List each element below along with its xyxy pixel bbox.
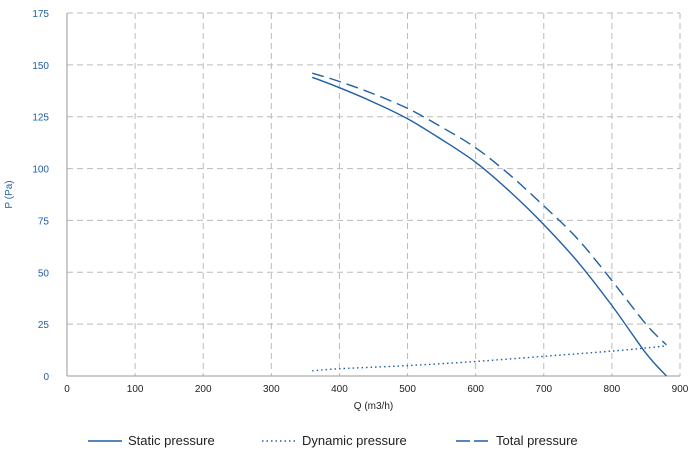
- y-tick-label: 175: [32, 9, 49, 20]
- x-tick-label: 800: [604, 384, 621, 395]
- x-tick-label: 900: [672, 384, 689, 395]
- grid: [67, 12, 681, 376]
- y-tick-label: 0: [43, 372, 49, 383]
- x-tick-label: 700: [535, 384, 552, 395]
- x-tick-label: 100: [127, 384, 144, 395]
- legend: Static pressure Dynamic pressure Total pre…: [88, 433, 578, 448]
- y-axis-title: P (Pa): [4, 180, 15, 208]
- x-tick-label: 0: [64, 384, 70, 395]
- dynamic-pressure-line: [312, 345, 667, 372]
- y-tick-label: 100: [32, 165, 49, 176]
- x-tick-label: 500: [399, 384, 416, 395]
- x-tick-label: 600: [467, 384, 484, 395]
- x-tick-label: 200: [195, 384, 212, 395]
- x-axis-title: Q (m3/h): [354, 401, 393, 412]
- y-tick-label: 125: [32, 113, 49, 124]
- legend-label-total-pressure: Total pressure: [496, 433, 578, 448]
- y-tick-label: 25: [38, 320, 50, 331]
- y-tick-label: 75: [38, 216, 50, 227]
- static-pressure-line: [311, 76, 667, 377]
- y-tick-label: 150: [32, 61, 49, 72]
- legend-label-static-pressure: Static pressure: [128, 433, 215, 448]
- series: [311, 72, 667, 377]
- total-pressure-line: [312, 72, 667, 346]
- legend-label-dynamic-pressure: Dynamic pressure: [302, 433, 407, 448]
- y-tick-label: 50: [38, 268, 50, 279]
- x-tick-label: 400: [331, 384, 348, 395]
- axes: 0 100 200 300 400 500 600 700 800 900 0 25 50 75 100 12…: [32, 9, 688, 395]
- x-tick-label: 300: [263, 384, 280, 395]
